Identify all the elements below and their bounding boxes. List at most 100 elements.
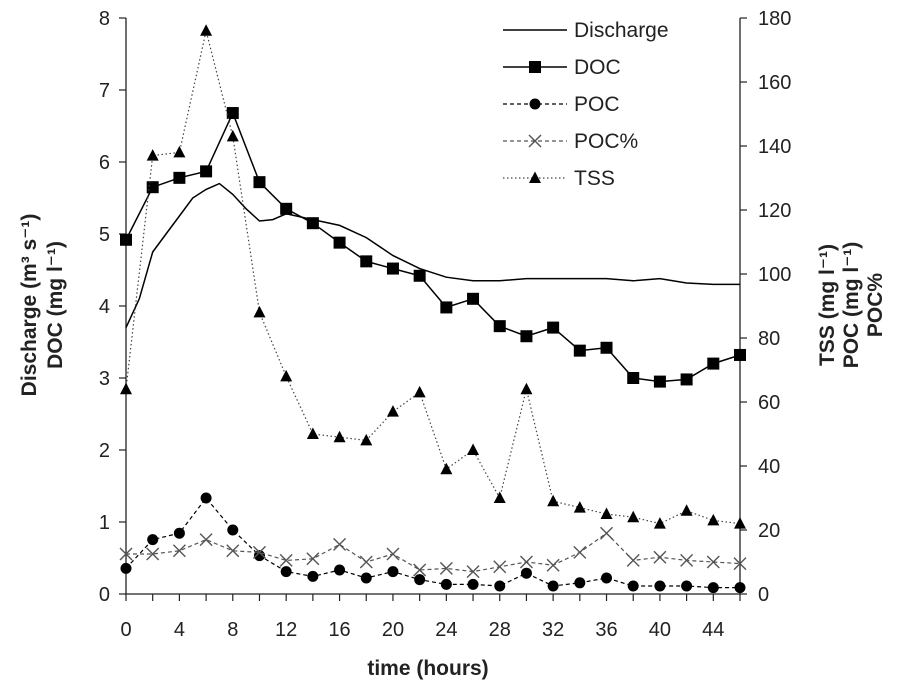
x-tick-label: 40: [649, 619, 671, 641]
data-point: [493, 560, 507, 574]
data-point: [653, 550, 667, 564]
legend-item: POC%: [503, 130, 638, 153]
series-line: [126, 532, 741, 573]
data-point: [493, 320, 506, 333]
x-tick-label: 32: [542, 619, 564, 641]
data-point: [547, 580, 559, 592]
y-left-tick-label: 3: [99, 368, 110, 390]
legend-marker: [529, 98, 541, 110]
data-point: [467, 292, 480, 305]
y-right-title-line-2: POC (mg l⁻¹): [840, 242, 863, 369]
data-point: [359, 555, 373, 569]
axis-titles: time (hours) Discharge (m³ s⁻¹) DOC (mg l…: [18, 214, 887, 680]
data-point: [146, 181, 159, 194]
data-point: [706, 555, 720, 569]
data-point: [627, 580, 639, 592]
data-point: [653, 375, 666, 388]
series-line: [125, 111, 741, 383]
y-left-tick-label: 0: [99, 584, 110, 606]
data-point: [653, 517, 666, 529]
data-point: [306, 427, 319, 439]
y-right-tick-label: 20: [758, 520, 780, 542]
data-point: [226, 544, 240, 558]
legend-item: Discharge: [503, 19, 669, 42]
data-point: [546, 558, 560, 572]
series-line: [125, 30, 741, 525]
data-point: [600, 526, 614, 540]
data-point: [680, 504, 693, 516]
data-point: [519, 555, 533, 569]
data-point: [707, 357, 720, 370]
x-tick-label: 0: [120, 619, 131, 641]
data-point: [173, 171, 186, 184]
data-point: [439, 561, 453, 575]
data-point: [440, 462, 453, 475]
data-point: [253, 305, 266, 318]
y-right-tick-label: 60: [758, 392, 780, 414]
y-right-tick-label: 180: [758, 8, 791, 30]
data-point: [600, 507, 613, 519]
data-point: [440, 578, 452, 590]
legend-marker: [529, 171, 541, 183]
x-tick-label: 36: [595, 619, 617, 641]
data-point: [681, 580, 693, 592]
y-left-tick-label: 1: [99, 512, 110, 534]
data-point: [573, 344, 586, 357]
legend-item: DOC: [503, 56, 621, 79]
x-tick-label: 28: [489, 619, 511, 641]
data-point: [493, 491, 506, 503]
data-point: [200, 24, 213, 36]
series-discharge: [125, 182, 740, 328]
y-left-tick-label: 8: [99, 8, 110, 30]
data-point: [494, 580, 506, 592]
data-point: [467, 443, 480, 455]
data-point: [466, 565, 480, 579]
y-axis-right-title: TSS (mg l⁻¹) POC (mg l⁻¹) POC%: [816, 242, 887, 369]
y-right-title-line-1: TSS (mg l⁻¹): [816, 244, 839, 366]
legend-item: TSS: [503, 167, 615, 190]
data-point: [573, 545, 587, 559]
y-left-tick-label: 5: [99, 224, 110, 246]
data-point: [307, 570, 319, 582]
data-point: [600, 341, 613, 354]
legend-label: Discharge: [574, 19, 669, 42]
series-line: [125, 182, 740, 328]
data-point: [146, 547, 160, 561]
legend: Discharge DOC POC POC% TSS: [503, 19, 669, 190]
data-point: [227, 524, 239, 536]
data-point: [280, 369, 293, 382]
y-right-tick-label: 0: [758, 584, 769, 606]
data-point: [547, 494, 560, 507]
x-tick-label: 24: [435, 619, 457, 641]
data-point: [253, 176, 266, 189]
y-left-tick-label: 2: [99, 440, 110, 462]
data-point: [707, 513, 720, 526]
data-point: [226, 107, 239, 120]
legend-marker: [528, 134, 542, 148]
x-axis-title: time (hours): [367, 657, 488, 680]
data-point: [173, 527, 185, 539]
data-point: [200, 492, 212, 504]
data-point: [520, 382, 533, 395]
data-point: [413, 385, 426, 398]
data-point: [733, 557, 747, 571]
data-point: [173, 145, 186, 158]
data-point: [280, 202, 293, 215]
data-point: [334, 564, 346, 576]
data-point: [120, 382, 132, 395]
data-point: [573, 501, 586, 513]
data-point: [520, 567, 532, 579]
legend-label: DOC: [574, 56, 621, 79]
data-point: [386, 405, 399, 417]
data-point: [333, 430, 346, 443]
y-right-tick-label: 100: [758, 264, 791, 286]
data-point: [627, 510, 640, 523]
data-point: [413, 563, 427, 577]
data-point: [574, 577, 586, 589]
series-line: [125, 497, 740, 589]
series-tss: [120, 24, 746, 529]
data-point: [119, 547, 133, 561]
data-point: [734, 582, 746, 594]
legend-label: POC: [574, 93, 620, 116]
data-point: [200, 165, 213, 178]
